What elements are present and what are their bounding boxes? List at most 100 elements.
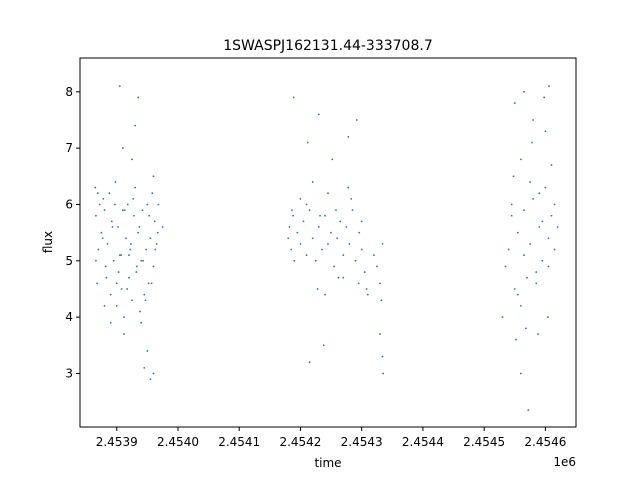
data-point (108, 192, 111, 195)
data-point (342, 276, 345, 279)
data-point (535, 282, 538, 285)
data-point (114, 181, 117, 183)
data-point (513, 102, 516, 104)
data-point (339, 220, 342, 223)
data-point (553, 203, 556, 206)
data-point (136, 265, 138, 268)
x-tick-label: 2.4544 (402, 435, 444, 449)
data-point (556, 226, 559, 228)
data-point (336, 237, 339, 240)
data-point (97, 248, 100, 251)
y-tick-label: 3 (65, 366, 73, 380)
data-point (148, 214, 151, 217)
data-point (515, 338, 517, 341)
data-point (121, 147, 124, 150)
data-point (128, 254, 130, 257)
data-point (308, 209, 311, 212)
data-point (327, 192, 329, 195)
data-point (118, 254, 121, 257)
y-tick-label: 4 (65, 310, 73, 324)
data-point (143, 366, 146, 369)
data-point (546, 316, 549, 319)
data-point (156, 231, 159, 234)
data-point (150, 282, 153, 285)
data-point (516, 293, 519, 296)
y-axis-title: flux (41, 231, 55, 253)
data-point (103, 209, 106, 212)
data-point (379, 333, 381, 335)
data-point (373, 254, 375, 257)
data-point (322, 344, 325, 347)
data-point (138, 226, 141, 228)
data-point (360, 220, 363, 223)
data-point (103, 304, 106, 307)
data-point (105, 276, 108, 279)
y-tick-label: 5 (65, 254, 73, 268)
data-point (137, 96, 140, 99)
data-point (149, 378, 152, 381)
data-point (507, 248, 510, 251)
data-point (126, 288, 129, 290)
data-point (292, 214, 294, 217)
data-point (132, 197, 135, 200)
x-axis-title: time (314, 456, 341, 470)
x-tick-label: 2.4542 (279, 435, 321, 449)
data-point (513, 288, 516, 290)
data-point (104, 265, 107, 268)
data-point (527, 409, 530, 411)
data-point (541, 259, 544, 262)
data-point (324, 214, 326, 217)
data-point (365, 288, 368, 290)
data-point (532, 197, 535, 200)
data-point (290, 248, 293, 251)
data-point (337, 276, 340, 279)
data-point (110, 220, 113, 223)
data-point (355, 119, 358, 121)
data-point (123, 316, 125, 319)
data-point (316, 288, 319, 290)
data-point (140, 321, 143, 324)
data-point (146, 350, 149, 352)
data-point (311, 237, 314, 240)
data-point (501, 316, 504, 319)
data-point (350, 197, 353, 200)
data-point (529, 181, 531, 183)
y-tick-label: 8 (65, 85, 73, 99)
data-point (115, 304, 118, 307)
data-point (348, 243, 351, 245)
data-point (537, 333, 539, 335)
data-point (548, 85, 550, 88)
data-point (347, 186, 350, 189)
data-point (519, 304, 522, 307)
data-point (149, 237, 152, 240)
data-point (96, 282, 99, 285)
data-points (94, 85, 559, 411)
data-point (529, 243, 531, 245)
data-point (100, 231, 103, 234)
plot-frame (79, 57, 577, 428)
data-point (101, 237, 104, 240)
x-tick-label: 2.4546 (524, 435, 566, 449)
data-point (140, 259, 143, 262)
data-point (292, 96, 295, 99)
data-point (342, 254, 345, 257)
data-point (519, 372, 522, 375)
data-point (317, 226, 320, 228)
data-point (550, 164, 553, 166)
data-point (553, 248, 556, 251)
data-point (132, 214, 135, 217)
data-point (106, 243, 109, 245)
data-point (125, 237, 127, 240)
data-point (363, 271, 366, 273)
data-point (161, 226, 164, 228)
data-point (296, 231, 299, 234)
data-point (134, 186, 137, 189)
data-point (317, 113, 320, 116)
x-tick-label: 2.4543 (341, 435, 383, 449)
data-point (117, 271, 120, 273)
data-point (550, 214, 553, 217)
data-point (532, 119, 535, 121)
data-point (152, 175, 155, 178)
data-point (381, 355, 384, 358)
